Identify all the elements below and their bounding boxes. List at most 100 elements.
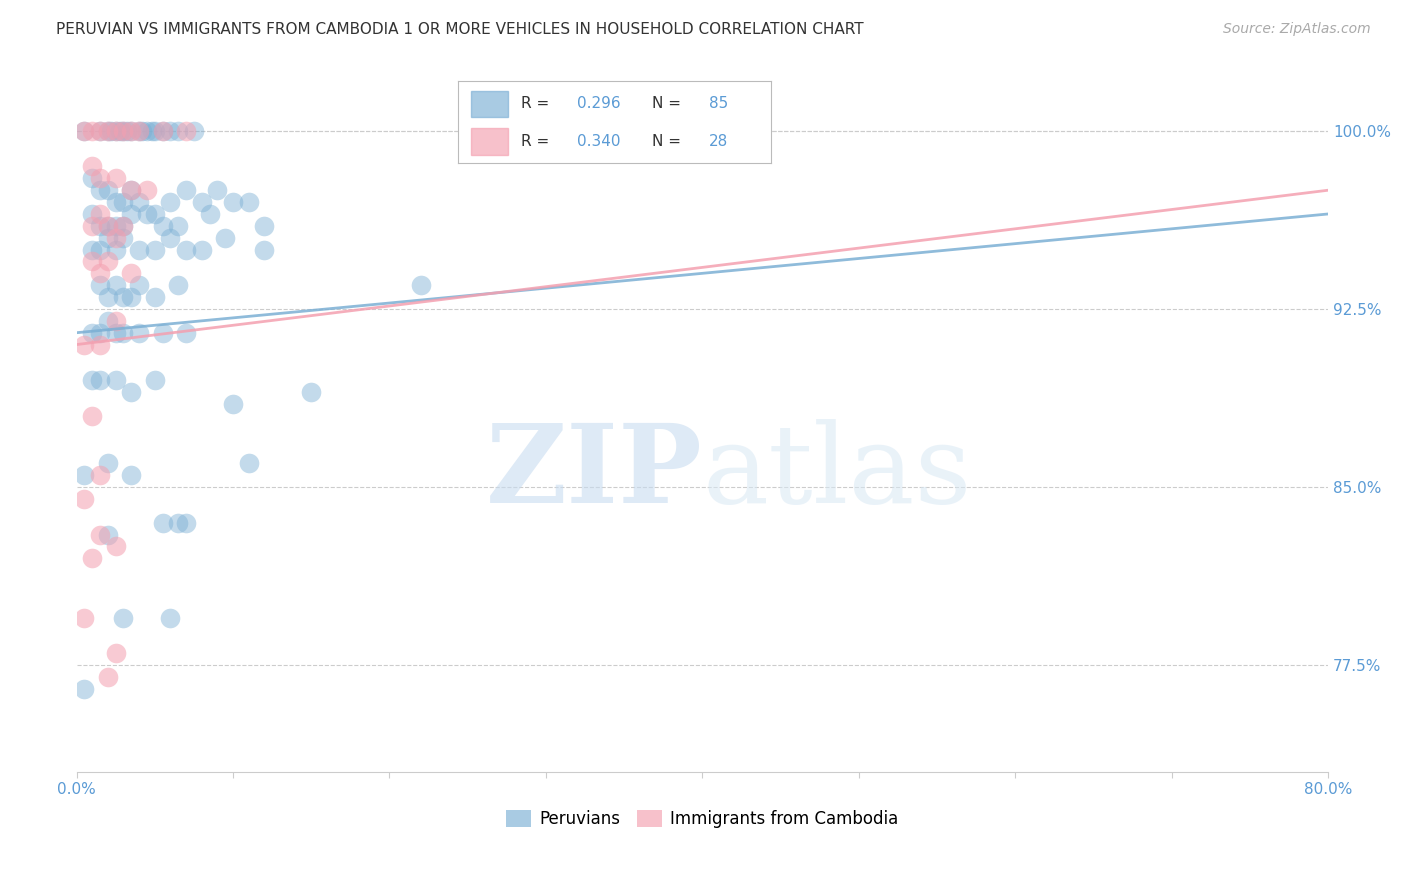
Point [89, 207, 111, 221]
Point [112, 219, 135, 233]
Point [115, 124, 138, 138]
Point [120, 124, 142, 138]
Point [97, 124, 120, 138]
Point [89, 278, 111, 293]
Point [73, 124, 96, 138]
Point [143, 373, 166, 387]
Text: atlas: atlas [703, 419, 972, 526]
Point [97, 219, 120, 233]
Point [104, 195, 127, 210]
Point [174, 516, 197, 530]
Point [97, 254, 120, 268]
Point [112, 230, 135, 244]
Point [104, 243, 127, 257]
Point [120, 183, 142, 197]
Point [104, 314, 127, 328]
Point [120, 183, 142, 197]
Point [100, 124, 122, 138]
Point [409, 278, 432, 293]
Text: ZIP: ZIP [485, 419, 703, 526]
Point [82, 160, 104, 174]
Point [222, 397, 245, 411]
Point [104, 646, 127, 660]
Point [238, 195, 260, 210]
Point [73, 610, 96, 624]
Point [112, 326, 135, 340]
Point [104, 326, 127, 340]
Point [238, 456, 260, 470]
Point [214, 230, 236, 244]
Point [167, 516, 190, 530]
Point [82, 551, 104, 566]
Point [89, 527, 111, 541]
Point [73, 468, 96, 483]
Point [97, 456, 120, 470]
Text: PERUVIAN VS IMMIGRANTS FROM CAMBODIA 1 OR MORE VEHICLES IN HOUSEHOLD CORRELATION: PERUVIAN VS IMMIGRANTS FROM CAMBODIA 1 O… [56, 22, 863, 37]
Point [190, 195, 212, 210]
Point [89, 468, 111, 483]
Point [183, 124, 205, 138]
Point [73, 124, 96, 138]
Point [159, 230, 181, 244]
Point [104, 278, 127, 293]
Point [253, 243, 276, 257]
Point [89, 183, 111, 197]
Point [97, 290, 120, 304]
Point [89, 124, 111, 138]
Point [120, 207, 142, 221]
Point [174, 124, 197, 138]
Point [141, 124, 163, 138]
Point [253, 219, 276, 233]
Point [89, 219, 111, 233]
Point [167, 219, 190, 233]
Point [128, 326, 150, 340]
Point [104, 171, 127, 186]
Point [120, 290, 142, 304]
Point [112, 610, 135, 624]
Point [198, 207, 221, 221]
Point [82, 243, 104, 257]
Point [128, 195, 150, 210]
Point [152, 124, 174, 138]
Point [97, 314, 120, 328]
Point [299, 385, 322, 400]
Point [152, 516, 174, 530]
Point [104, 373, 127, 387]
Point [97, 230, 120, 244]
Point [89, 326, 111, 340]
Point [82, 326, 104, 340]
Point [97, 670, 120, 684]
Point [89, 266, 111, 280]
Point [82, 254, 104, 268]
Point [97, 219, 120, 233]
Point [89, 124, 111, 138]
Point [143, 290, 166, 304]
Point [152, 124, 174, 138]
Point [89, 337, 111, 351]
Point [82, 409, 104, 423]
Point [73, 337, 96, 351]
Point [167, 124, 190, 138]
Point [131, 124, 153, 138]
Point [73, 491, 96, 506]
Point [120, 124, 142, 138]
Point [128, 243, 150, 257]
Point [112, 219, 135, 233]
Point [136, 183, 159, 197]
Point [82, 171, 104, 186]
Point [82, 124, 104, 138]
Point [222, 195, 245, 210]
Point [82, 373, 104, 387]
Point [112, 290, 135, 304]
Point [174, 243, 197, 257]
Point [128, 278, 150, 293]
Point [120, 468, 142, 483]
Point [190, 243, 212, 257]
Point [104, 124, 127, 138]
Point [128, 124, 150, 138]
Point [136, 124, 159, 138]
Point [159, 124, 181, 138]
Point [89, 373, 111, 387]
Point [104, 219, 127, 233]
Point [120, 385, 142, 400]
